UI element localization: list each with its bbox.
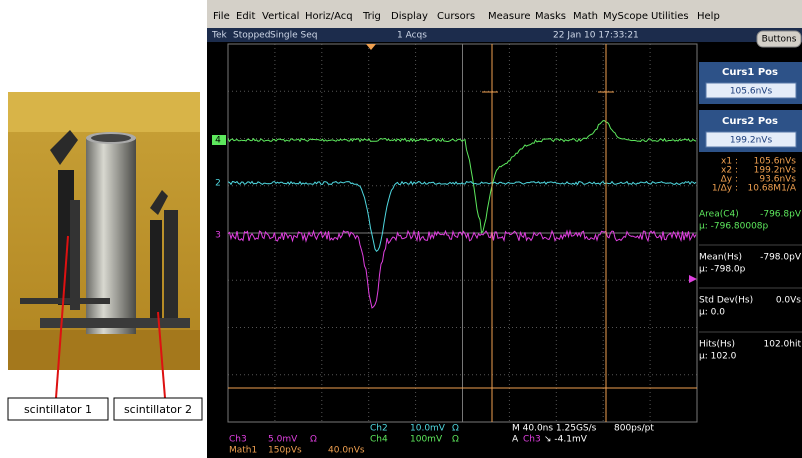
measurement-value: -796.8pV xyxy=(760,210,802,220)
status-state: Stopped xyxy=(233,31,270,41)
ch-term: Ω xyxy=(452,435,459,445)
cursor-value[interactable]: 105.6nVs xyxy=(730,87,773,97)
menu-item[interactable]: File xyxy=(213,11,230,22)
menu-item[interactable]: Measure xyxy=(488,11,531,22)
photo xyxy=(8,92,200,370)
status-mode: Single Seq xyxy=(270,31,318,41)
measurement-value: 0.0Vs xyxy=(776,296,801,306)
menu-item[interactable]: Cursors xyxy=(437,11,475,22)
status-brand: Tek xyxy=(211,31,228,41)
measurement-label: Std Dev(Hs) xyxy=(699,296,753,306)
menu-item[interactable]: Vertical xyxy=(262,11,299,22)
trigger-prefix: A xyxy=(512,435,519,445)
menu-item[interactable]: Edit xyxy=(236,11,255,22)
channel-marker-label: 3 xyxy=(215,231,221,241)
cursor-title[interactable]: Curs1 Pos xyxy=(722,67,778,78)
trigger-source: Ch3 xyxy=(523,435,541,445)
timebase: M 40.0ns 1.25GS/s xyxy=(512,424,597,434)
menu-item[interactable]: Masks xyxy=(535,11,566,22)
measurement-stat: μ: 0.0 xyxy=(699,308,725,318)
ch-scale: 10.0mV xyxy=(410,424,446,434)
cursor-value[interactable]: 199.2nVs xyxy=(730,136,773,146)
menu-item[interactable]: Math xyxy=(573,11,598,22)
ch-label: Ch4 xyxy=(370,435,388,445)
measurement-value: -798.0pV xyxy=(760,253,802,263)
photo-label: scintillator 2 xyxy=(124,403,192,416)
ch-scale: 100mV xyxy=(410,435,443,445)
status-acqs: 1 Acqs xyxy=(397,31,427,41)
ch-label: Ch3 xyxy=(229,435,247,445)
measurement-label: Area(C4) xyxy=(699,210,739,220)
measurement-stat: μ: -798.0p xyxy=(699,265,746,275)
cursor-title[interactable]: Curs2 Pos xyxy=(722,116,778,127)
channel-marker-label: 4 xyxy=(215,136,221,146)
menu-item[interactable]: Display xyxy=(391,11,428,22)
trigger-level: ↘ -4.1mV xyxy=(544,435,588,445)
ch-term: Ω xyxy=(310,435,317,445)
ch-label: Ch2 xyxy=(370,424,388,434)
math-position: 40.0nVs xyxy=(328,446,365,456)
menu-item[interactable]: Trig xyxy=(362,11,381,22)
measurement-value: 102.0hit xyxy=(764,340,802,350)
menu-item[interactable]: Horiz/Acq xyxy=(305,11,353,22)
buttons-label[interactable]: Buttons xyxy=(762,35,797,45)
menu-item[interactable]: Utilities xyxy=(651,11,689,22)
measurement-stat: μ: 102.0 xyxy=(699,352,737,362)
measurement-label: Hits(Hs) xyxy=(699,340,735,350)
math-label: Math1 xyxy=(229,446,257,456)
ch-scale: 5.0mV xyxy=(268,435,298,445)
readout-value: 10.68M1/A xyxy=(748,184,797,194)
menu-item[interactable]: Help xyxy=(697,11,720,22)
photo-label: scintillator 1 xyxy=(24,403,92,416)
page: scintillator 1 scintillator 2 File Edit Ve… xyxy=(0,0,802,458)
math-scale: 150pVs xyxy=(268,446,302,456)
channel-marker-label: 2 xyxy=(215,179,221,189)
measurement-label: Mean(Hs) xyxy=(699,253,742,263)
readout-label: 1/Δy : xyxy=(712,184,738,194)
measurement-stat: μ: -796.80008p xyxy=(699,222,769,232)
ch-term: Ω xyxy=(452,424,459,434)
status-datetime: 22 Jan 10 17:33:21 xyxy=(553,31,639,41)
resolution: 800ps/pt xyxy=(614,424,654,434)
menu-item[interactable]: MyScope xyxy=(603,11,648,22)
